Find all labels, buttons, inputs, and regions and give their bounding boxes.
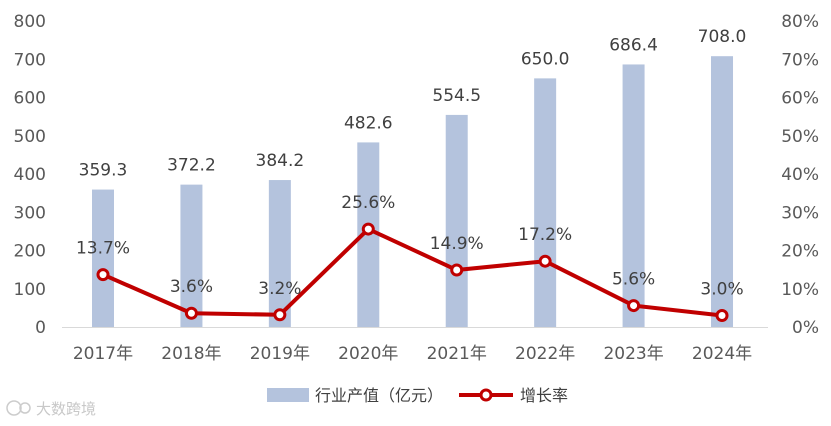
watermark: 大数跨境 [6,400,96,418]
line-value-label: 13.7% [76,239,130,259]
y-right-tick-label: 60% [781,89,819,109]
line-point [96,268,110,282]
watermark-logo-icon-inner [19,402,31,414]
y-right-tick-label: 80% [781,12,819,32]
line-point [273,308,287,322]
y-right-tick-label: 40% [781,165,819,185]
line-value-label: 14.9% [430,234,484,254]
x-tick-label: 2021年 [427,344,487,364]
x-tick-label: 2018年 [161,344,221,364]
y-right-tick-label: 20% [781,242,819,262]
x-tick-label: 2024年 [692,344,752,364]
bar-value-label: 686.4 [609,35,658,55]
y-left-tick-label: 700 [14,50,46,70]
bar-value-label: 650.0 [521,49,570,69]
y-right-tick-label: 30% [781,203,819,223]
watermark-logo-icon [6,400,22,416]
x-axis: 2017年 2018年 2019年 2020年 2021年 2022年 2023年 2024年 [73,344,752,364]
x-tick-label: 2023年 [603,344,663,364]
right-y-axis: 0% 10% 20% 30% 40% 50% 60% 70% 80% [781,12,819,338]
bar [622,64,645,328]
y-left-tick-label: 200 [14,242,46,262]
y-left-tick-label: 100 [14,280,46,300]
line-point [627,299,641,313]
bar-value-label: 384.2 [256,151,305,171]
x-tick-label: 2017年 [73,344,133,364]
line-value-label: 3.6% [170,277,213,297]
line-value-label: 5.6% [612,270,655,290]
bar [180,184,203,327]
bar [534,78,557,327]
bar-value-label: 372.2 [167,156,216,176]
line-series [96,222,729,323]
line-point [361,222,375,236]
y-right-tick-label: 70% [781,50,819,70]
x-tick-label: 2020年 [338,344,398,364]
bar-data-labels: 359.3 372.2 384.2 482.6 554.5 650.0 686.4 708.0 [79,27,747,180]
bar [711,56,734,327]
line-point [450,263,464,277]
bar-value-label: 554.5 [432,86,481,106]
bar [445,114,468,327]
y-left-tick-label: 600 [14,89,46,109]
line-value-label: 3.2% [258,279,301,299]
line-point [538,254,552,268]
watermark-text: 大数跨境 [36,400,96,418]
y-right-tick-label: 0% [792,318,819,338]
y-left-tick-label: 400 [14,165,46,185]
left-y-axis: 0 100 200 300 400 500 600 700 800 [14,12,46,338]
bar-value-label: 482.6 [344,113,393,133]
x-tick-label: 2019年 [250,344,310,364]
y-left-tick-label: 0 [35,318,46,338]
legend-line-label: 增长率 [520,386,568,405]
bar-value-label: 708.0 [698,27,747,47]
line-point [715,309,729,323]
line-value-label: 17.2% [518,225,572,245]
bar-series [92,56,734,328]
y-left-tick-label: 500 [14,127,46,147]
bar [92,189,114,327]
y-left-tick-label: 800 [14,12,46,32]
line-data-labels: 13.7% 3.6% 3.2% 25.6% 14.9% 17.2% 5.6% 3.0% [76,193,744,299]
bar-value-label: 359.3 [79,161,128,181]
legend-bar-swatch [267,388,309,402]
y-left-tick-label: 300 [14,203,46,223]
legend-line-marker [479,388,493,402]
legend-bar-label: 行业产值（亿元） [315,386,443,405]
line-point [184,306,198,320]
growth-rate-line [101,227,725,318]
bar [268,180,291,327]
line-value-label: 3.0% [700,280,743,300]
x-tick-label: 2022年 [515,344,575,364]
line-value-label: 25.6% [341,193,395,213]
y-right-tick-label: 10% [781,280,819,300]
legend: 行业产值（亿元） 增长率 [267,386,568,405]
y-right-tick-label: 50% [781,127,819,147]
